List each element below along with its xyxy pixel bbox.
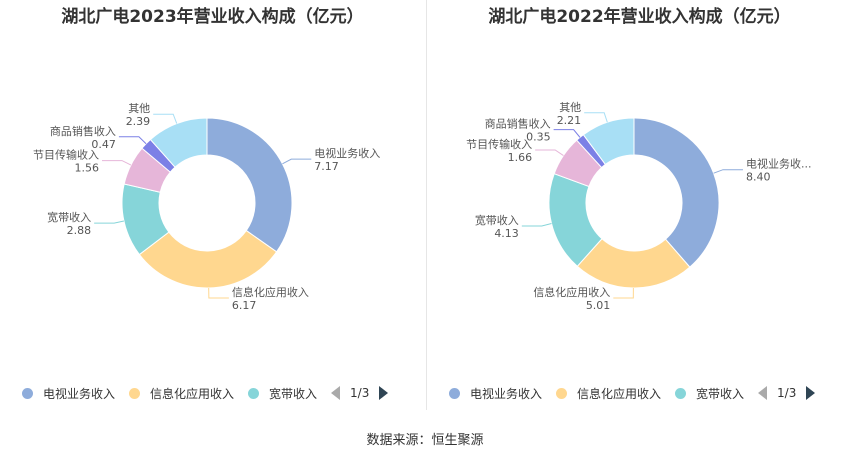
donut-slice[interactable] — [149, 117, 208, 168]
next-page-icon[interactable] — [806, 386, 816, 400]
slice-value-label: 0.47 — [91, 138, 116, 151]
legend-item[interactable]: 信息化应用收入 — [129, 385, 234, 402]
slice-value-label: 2.21 — [557, 114, 582, 127]
next-page-icon[interactable] — [379, 386, 389, 400]
donut-slice[interactable] — [582, 117, 635, 166]
panel-divider — [426, 0, 427, 410]
legend: 电视业务收入 信息化应用收入 宽带收入 1/3 — [449, 383, 816, 403]
chart-title: 湖北广电2023年营业收入构成（亿元） — [61, 7, 364, 27]
legend-color-icon — [556, 387, 568, 399]
slice-value-label: 2.39 — [126, 115, 151, 128]
legend-pager: 1/3 — [758, 386, 816, 400]
chart-title: 湖北广电2022年营业收入构成（亿元） — [488, 7, 791, 27]
donut-slice[interactable] — [138, 229, 278, 289]
slice-value-label: 6.17 — [232, 299, 256, 312]
slice-label: 其他 — [559, 101, 581, 114]
legend-item[interactable]: 电视业务收入 — [22, 385, 115, 402]
slice-label: 商品销售收入 — [50, 124, 116, 138]
slice-label: 商品销售收入 — [485, 117, 551, 131]
label-leader-line — [101, 160, 132, 166]
slice-label: 信息化应用收入 — [232, 285, 309, 299]
page-indicator: 1/3 — [350, 386, 370, 400]
page-indicator: 1/3 — [777, 386, 797, 400]
label-leader-line — [613, 287, 634, 299]
legend-item[interactable]: 宽带收入 — [675, 385, 744, 402]
label-leader-line — [584, 112, 608, 123]
legend-item[interactable]: 宽带收入 — [248, 385, 317, 402]
legend-color-icon — [129, 387, 141, 399]
slice-label: 信息化应用收入 — [533, 285, 610, 299]
label-leader-line — [282, 158, 312, 165]
legend-label: 电视业务收入 — [43, 386, 116, 401]
slice-label: 其他 — [128, 102, 150, 115]
prev-page-icon[interactable] — [331, 386, 341, 400]
slice-value-label: 7.17 — [314, 160, 339, 173]
label-leader-line — [553, 129, 581, 138]
legend-color-icon — [248, 387, 260, 399]
slice-label: 宽带收入 — [475, 213, 519, 227]
slice-value-label: 4.13 — [494, 227, 519, 240]
legend-color-icon — [449, 387, 460, 399]
legend-item[interactable]: 电视业务收入 — [449, 385, 542, 402]
label-leader-line — [208, 287, 229, 299]
chart-panel-2022: 湖北广电2022年营业收入构成（亿元） 电视业务收... 8.40 信息化应用收入 5… — [427, 0, 850, 410]
label-leader-line — [118, 136, 147, 145]
legend-label: 宽带收入 — [696, 386, 745, 401]
slice-value-label: 5.01 — [586, 299, 611, 312]
donut-slice[interactable] — [633, 117, 720, 268]
legend-label: 信息化应用收入 — [577, 386, 662, 401]
legend-label: 宽带收入 — [269, 386, 318, 401]
slice-label: 节目传输收入 — [33, 148, 99, 162]
slice-value-label: 1.56 — [74, 162, 99, 175]
slice-label: 节目传输收入 — [466, 137, 532, 151]
legend: 电视业务收入 信息化应用收入 宽带收入 1/3 — [22, 383, 389, 403]
legend-color-icon — [675, 387, 687, 399]
label-leader-line — [713, 169, 743, 174]
label-leader-line — [94, 220, 125, 224]
legend-item[interactable]: 信息化应用收入 — [556, 385, 661, 402]
legend-pager: 1/3 — [331, 386, 389, 400]
slice-value-label: 0.35 — [526, 131, 551, 144]
chart-panel-2023: 湖北广电2023年营业收入构成（亿元） 电视业务收入 7.17 信息化应用收入 6.1… — [0, 0, 425, 410]
legend-color-icon — [22, 387, 33, 399]
label-leader-line — [535, 149, 564, 156]
legend-label: 电视业务收入 — [470, 386, 543, 401]
label-leader-line — [153, 113, 178, 124]
data-source-note: 数据来源：恒生聚源 — [366, 433, 484, 448]
prev-page-icon[interactable] — [758, 386, 768, 400]
label-leader-line — [521, 223, 552, 227]
slice-value-label: 1.66 — [508, 151, 532, 164]
legend-label: 信息化应用收入 — [150, 386, 235, 401]
slice-value-label: 8.40 — [746, 171, 771, 184]
donut-slice[interactable] — [206, 117, 293, 253]
slice-label: 宽带收入 — [47, 210, 91, 224]
slice-label: 电视业务收... — [746, 157, 812, 171]
slice-label: 电视业务收入 — [314, 146, 380, 160]
slice-value-label: 2.88 — [67, 224, 92, 237]
